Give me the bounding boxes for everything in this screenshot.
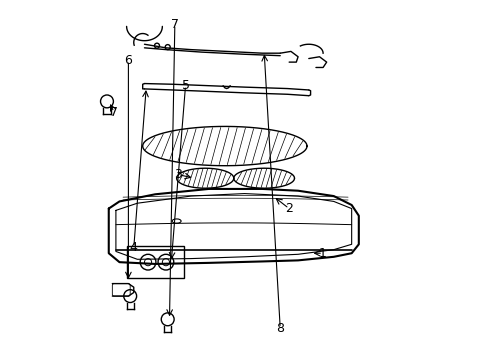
Text: 2: 2 [285,202,292,215]
Text: 7: 7 [110,105,118,119]
Text: 1: 1 [319,247,326,260]
Text: 6: 6 [124,54,132,67]
FancyBboxPatch shape [112,284,130,296]
Text: 5: 5 [181,79,189,92]
Text: 8: 8 [276,322,284,335]
Text: 7: 7 [170,18,179,31]
Text: 4: 4 [129,241,138,255]
Text: 3: 3 [174,168,182,181]
Bar [126,246,183,278]
